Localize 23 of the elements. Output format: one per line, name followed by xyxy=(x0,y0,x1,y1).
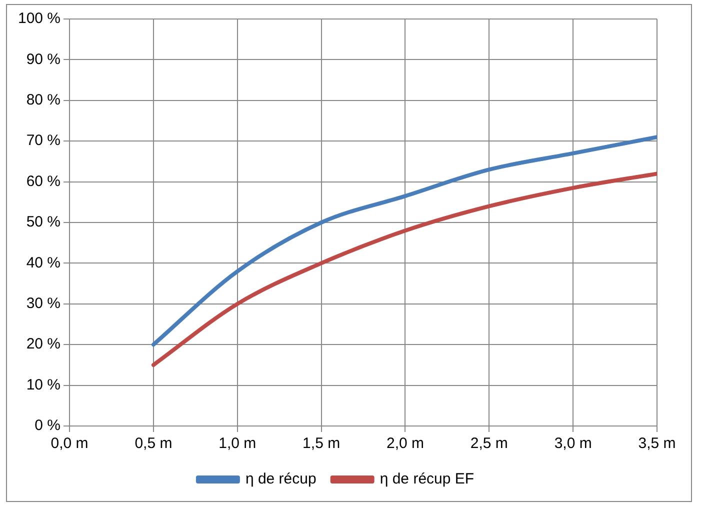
legend-label: η de récup EF xyxy=(380,470,474,488)
y-tick-label: 50 % xyxy=(26,214,61,231)
x-tick-label: 2,0 m xyxy=(386,435,424,452)
x-tick-label: 0,0 m xyxy=(50,435,88,452)
y-tick-label: 60 % xyxy=(26,172,61,190)
line-series xyxy=(151,135,657,347)
legend-label: η de récup xyxy=(245,470,316,488)
x-tick-label: 3,0 m xyxy=(554,435,592,452)
line-series xyxy=(151,172,657,367)
y-tick-label: 90 % xyxy=(26,50,61,68)
x-tick-label: 0,5 m xyxy=(134,435,172,452)
x-tick-label: 1,0 m xyxy=(218,435,256,452)
y-tick-label: 20 % xyxy=(26,336,61,353)
y-tick-label: 80 % xyxy=(26,92,61,109)
x-tick-label: 1,5 m xyxy=(302,435,340,452)
x-tick-label: 3,5 m xyxy=(638,435,676,452)
x-tick-label: 2,5 m xyxy=(470,435,508,452)
y-tick-label: 10 % xyxy=(26,376,61,394)
y-tick-label: 0 % xyxy=(34,417,61,434)
y-tick-label: 40 % xyxy=(26,254,61,272)
y-tick-label: 70 % xyxy=(26,132,61,150)
y-tick-label: 100 % xyxy=(18,10,61,28)
y-tick-label: 30 % xyxy=(26,295,61,312)
